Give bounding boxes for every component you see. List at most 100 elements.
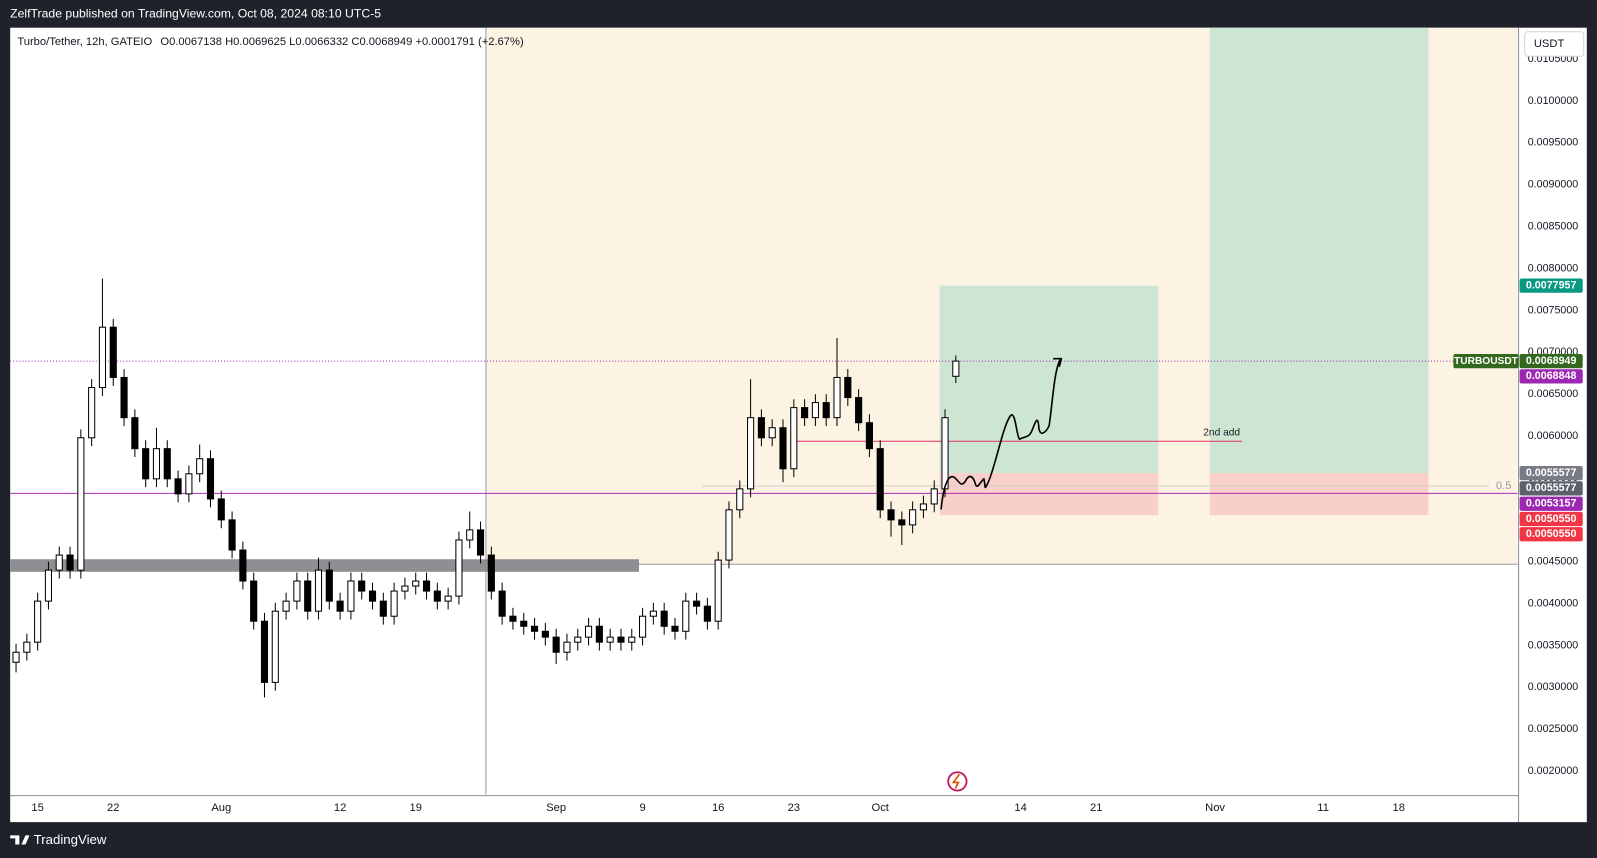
candle-body [325, 569, 333, 602]
candle-body [844, 376, 852, 399]
y-tick-label: 0.0040000 [1528, 597, 1579, 609]
candle-body [66, 554, 74, 571]
candle-body [747, 417, 755, 490]
x-tick-label: Oct [872, 802, 890, 814]
candle-body [606, 636, 614, 643]
price-label: 0.0068949 [1526, 355, 1577, 367]
candle-body [196, 458, 204, 475]
candle-body [217, 498, 225, 521]
price-label-box [1519, 369, 1583, 384]
price-label: 0.0055577 [1526, 467, 1577, 479]
price-label: 0.0077957 [1526, 279, 1577, 291]
freehand-path [940, 359, 1061, 510]
candle-body [736, 488, 744, 511]
candle-body [476, 529, 485, 556]
y-tick-label: 0.0080000 [1528, 262, 1579, 274]
candle-body [271, 610, 279, 683]
candle-body [898, 519, 906, 526]
price-label-box [1519, 496, 1583, 511]
candle-body [520, 620, 528, 627]
y-tick-label: 0.0090000 [1528, 179, 1579, 191]
candle-body [250, 580, 258, 622]
candle-body [34, 600, 42, 643]
candle-body [142, 448, 150, 480]
candle-body [660, 610, 668, 627]
position-profit [939, 285, 1159, 474]
candle-body [228, 519, 236, 551]
candle-body [811, 402, 819, 419]
candle-body [952, 360, 960, 377]
y-tick-label: 0.0035000 [1528, 639, 1579, 651]
candle-body [833, 376, 841, 419]
candle-body [865, 422, 873, 450]
x-tick-label: 18 [1393, 802, 1405, 814]
publish-line: ZelfTrade published on TradingView.com, … [10, 7, 381, 21]
price-label: 0.0050550 [1526, 528, 1577, 540]
candle-body [541, 630, 549, 638]
x-tick-label: 15 [31, 802, 43, 814]
candle-body [120, 376, 128, 419]
position-profit [1209, 27, 1429, 474]
replay-icon[interactable] [947, 771, 968, 792]
candle-body [487, 554, 495, 592]
candle-body [304, 580, 312, 612]
candle-body [88, 387, 96, 439]
footer-logo [10, 835, 30, 845]
x-tick-label: 11 [1317, 802, 1329, 814]
y-tick-label: 0.0060000 [1528, 430, 1579, 442]
candle-body [941, 417, 949, 490]
candle-body [584, 625, 593, 638]
candle-body [876, 448, 884, 511]
candle-body [768, 427, 776, 439]
replay-bolt[interactable] [951, 773, 961, 789]
x-tick-label: 19 [409, 802, 421, 814]
candle-body [887, 509, 895, 521]
y-tick-label: 0.0065000 [1528, 388, 1579, 400]
candle-body [682, 600, 690, 632]
candle-body [693, 600, 701, 607]
freehand-arrow [1053, 357, 1063, 368]
candle-body [12, 651, 20, 663]
footer-brand: TradingView [34, 832, 107, 847]
line-label: 0.5 [1496, 480, 1512, 492]
x-tick-label: 21 [1090, 802, 1102, 814]
candle-body [552, 636, 560, 653]
symbol-label-box [1453, 354, 1519, 369]
currency-label[interactable]: USDT [1534, 38, 1565, 50]
y-tick-label: 0.0100000 [1528, 95, 1579, 107]
candle-body [801, 407, 809, 419]
candle-body [98, 326, 107, 389]
legend: Turbo/Tether, 12h, GATEIO O0.0067138 H0.0… [17, 36, 524, 48]
y-tick-label: 0.0085000 [1528, 220, 1579, 232]
candle-body [390, 590, 398, 617]
candle-body [779, 427, 787, 470]
candle-body [466, 529, 474, 541]
candle-body [444, 595, 452, 602]
price-label-box [1519, 481, 1583, 496]
price-label: 0.0055577 [1526, 482, 1577, 494]
candle-body [498, 590, 506, 617]
price-label-box [1519, 511, 1583, 527]
candle-body [595, 625, 603, 643]
candle-body [109, 326, 117, 378]
currency-button[interactable] [1524, 31, 1585, 57]
candle-body [239, 549, 247, 582]
candle-body [293, 580, 301, 602]
candle-body [574, 636, 582, 643]
candle-body [617, 636, 625, 643]
candle-body [725, 509, 733, 561]
x-tick-label: 16 [712, 802, 724, 814]
candle-body [714, 559, 722, 622]
candle-body [131, 417, 139, 450]
x-tick-label: 14 [1014, 802, 1026, 814]
candle-body [358, 580, 366, 592]
candle-body [703, 605, 711, 622]
candle-body [628, 636, 636, 643]
candle-body [282, 600, 290, 612]
legend-symbol: Turbo/Tether, 12h, GATEIO [17, 36, 152, 48]
y-tick-label: 0.0020000 [1528, 765, 1579, 777]
candle-body [671, 625, 679, 632]
y-tick-label: 0.0025000 [1528, 723, 1579, 735]
